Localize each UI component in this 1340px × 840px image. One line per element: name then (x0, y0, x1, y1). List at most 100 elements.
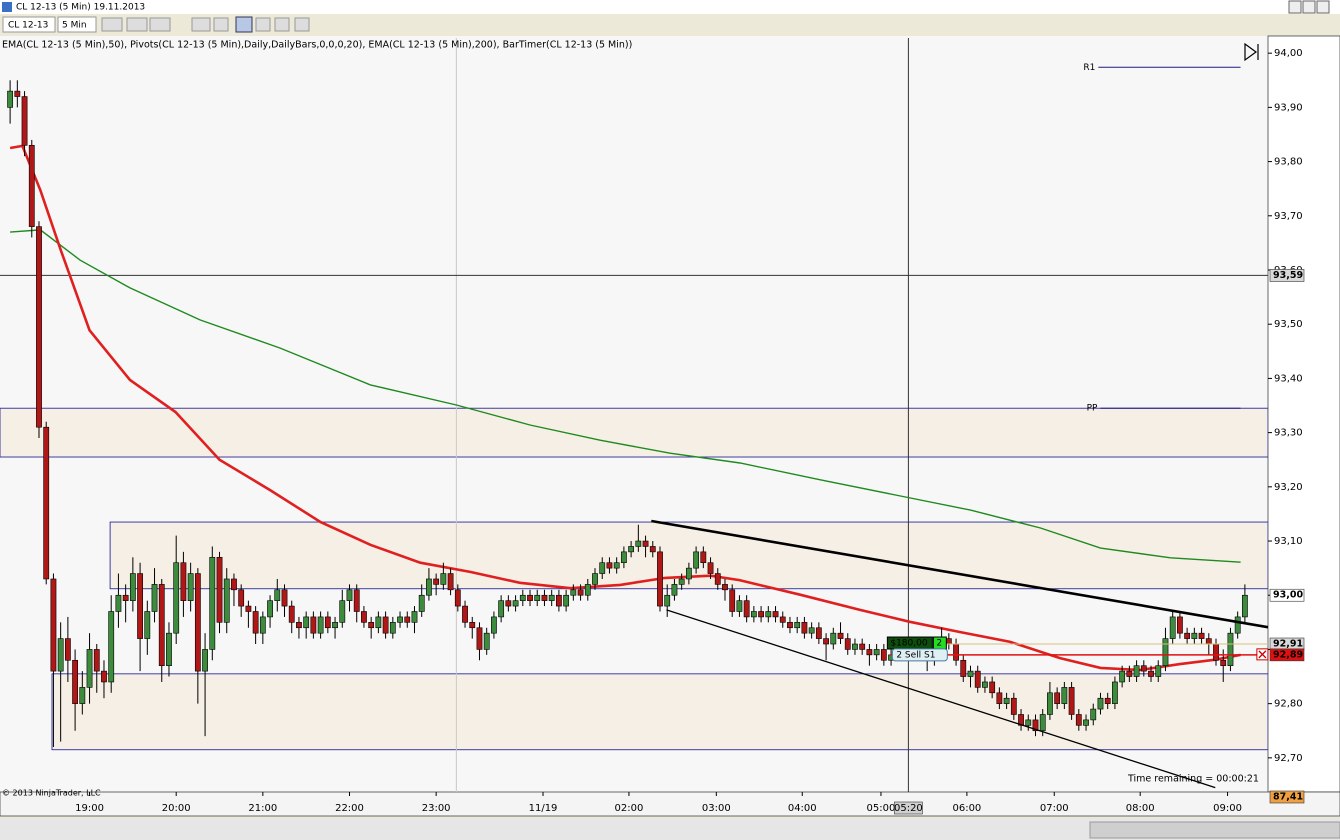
quantity-text: 2 (936, 639, 942, 649)
draw-button[interactable] (126, 17, 148, 32)
candle-body (844, 638, 851, 650)
indicators-button[interactable] (274, 17, 290, 32)
price-axis (1267, 35, 1340, 793)
candle-body (339, 600, 346, 623)
candle-body (122, 594, 129, 601)
candle-body (1104, 697, 1111, 704)
chart-trader-button[interactable] (235, 16, 253, 33)
interval-selector[interactable] (57, 16, 97, 33)
candle-body (678, 578, 685, 585)
candle-body (404, 616, 411, 623)
candle-body (519, 594, 526, 601)
close-button[interactable] (1316, 0, 1330, 14)
candle-body (14, 90, 21, 97)
candle-body (1184, 632, 1191, 639)
order-tag-text: 2 Sell S1 (896, 650, 935, 660)
candle-body (801, 622, 808, 634)
minimize-button[interactable] (1288, 0, 1302, 14)
candle-body (1155, 665, 1162, 677)
tools-button[interactable] (149, 17, 171, 32)
instrument-selector[interactable] (2, 16, 56, 33)
order-tag[interactable] (891, 648, 948, 662)
indicator-label: EMA(CL 12-13 (5 Min),50), Pivots(CL 12-1… (2, 40, 632, 51)
candle-body (635, 540, 642, 547)
candle-body (989, 681, 996, 694)
y-tick-label: 93,80 (1274, 157, 1303, 168)
price-marker-label: 93,00 (1273, 590, 1303, 601)
price-marker-label: 93,59 (1273, 270, 1303, 281)
candle-body (115, 594, 122, 612)
x-tick-label: 03:00 (702, 803, 731, 814)
crosshair-time-box (894, 801, 923, 815)
candle-body (259, 616, 266, 634)
scrollbar[interactable] (0, 818, 1340, 840)
candle-body (779, 616, 786, 623)
candle-body (570, 589, 577, 596)
properties-button[interactable] (255, 17, 271, 32)
candle-body (1227, 632, 1234, 667)
candle-body (584, 584, 591, 596)
app-icon (2, 2, 12, 12)
candle-body (93, 649, 100, 672)
candle-body (945, 638, 952, 645)
overlay: $180,00 22 Sell S1 (886, 636, 1269, 662)
candle-body (137, 573, 143, 639)
candle-body (613, 562, 620, 569)
candle-body (361, 611, 367, 623)
candle-body (729, 589, 736, 612)
candle-body (700, 551, 707, 564)
candle-body (158, 584, 165, 667)
candle-body (310, 616, 317, 634)
candle-body (476, 627, 483, 650)
candle-body (548, 594, 555, 601)
candle-body (86, 649, 93, 688)
candle-body (1068, 687, 1075, 715)
trendline (651, 519, 1268, 629)
scrollbar-thumb[interactable] (1089, 821, 1340, 839)
instrument-text: CL 12-13 (8, 21, 48, 31)
candle-body (36, 226, 42, 428)
candle-body (1177, 616, 1183, 634)
candle-body (808, 627, 815, 634)
candle-body (794, 622, 801, 629)
candle-body (1039, 714, 1046, 732)
candle-body (238, 589, 245, 607)
candle-body (974, 670, 981, 688)
strategies-button[interactable] (294, 17, 310, 32)
y-tick-label: 93,40 (1274, 373, 1303, 384)
candle-body (873, 649, 880, 656)
candle-body (231, 578, 237, 591)
candle-body (563, 594, 570, 607)
candle-body (281, 589, 288, 607)
candle-body (288, 605, 295, 623)
candle-body (620, 551, 627, 564)
bar-type-button[interactable] (101, 17, 123, 32)
scroll-to-end[interactable] (1244, 42, 1259, 62)
restore-button[interactable] (1302, 0, 1316, 14)
candle-body (830, 632, 837, 645)
window-title: CL 12-13 (5 Min) 19.11.2013 (16, 3, 145, 13)
interval-text: 5 Min (62, 21, 87, 31)
candle-body (556, 594, 562, 607)
candle-body (852, 643, 858, 650)
candle-body (129, 573, 136, 601)
candle-body (1213, 643, 1219, 661)
price-marker (1269, 588, 1305, 602)
price-marker (1269, 790, 1305, 804)
candle-body (758, 611, 764, 618)
candle-body (245, 605, 252, 612)
plot-area: R1 PP (0, 38, 1268, 792)
zoom-button[interactable] (213, 17, 229, 32)
candle-body (866, 649, 873, 656)
candle-body (1133, 665, 1140, 677)
candle-body (743, 600, 750, 618)
candle-body (324, 616, 331, 629)
candle-body (1075, 714, 1082, 726)
candle-body (628, 546, 635, 553)
candle-body (693, 551, 700, 569)
candle-body (714, 573, 721, 585)
crosshair-button[interactable] (191, 17, 211, 32)
candle-body (216, 556, 223, 623)
candle-body (736, 600, 743, 612)
